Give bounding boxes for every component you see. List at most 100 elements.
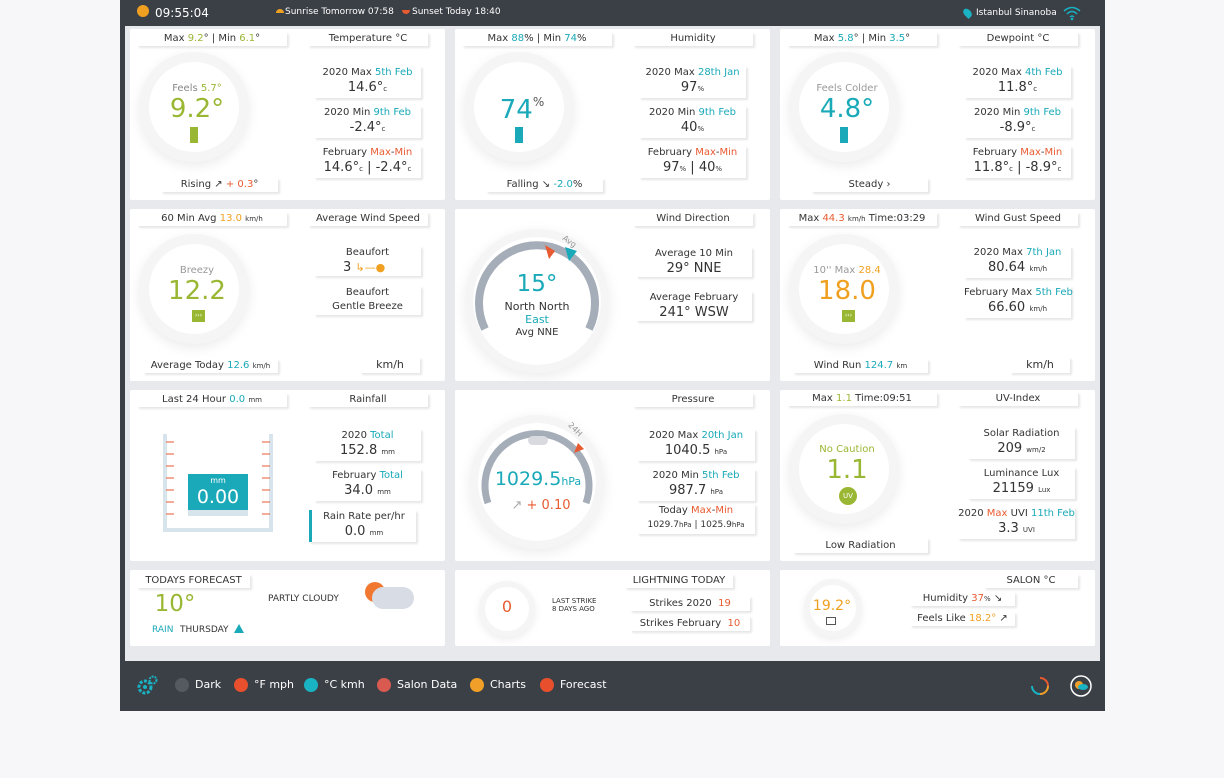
dew-maxmin: Max 5.8° | Min 3.5° bbox=[787, 32, 937, 46]
hum-title: Humidity bbox=[633, 32, 753, 46]
dew-year-min: 2020 Min 9th Feb -8.9°c bbox=[964, 106, 1071, 138]
salon-data-button[interactable]: Salon Data bbox=[377, 677, 457, 693]
uv-title: UV-Index bbox=[958, 392, 1078, 406]
compass-ring-icon bbox=[475, 241, 599, 331]
clock-time: 09:55:04 bbox=[155, 6, 209, 20]
sunset-text: Sunset Today 18:40 bbox=[412, 7, 501, 17]
rain-gauge-scale bbox=[166, 441, 270, 515]
forecast-panel: TODAYS FORECAST 10° PARTLY CLOUDY RAIN T… bbox=[130, 570, 445, 646]
top-bar: 09:55:04 Sunrise Tomorrow 07:58 Sunset T… bbox=[120, 0, 1105, 26]
salon-gauge bbox=[810, 585, 856, 631]
humidity-panel: Max 88% | Min 74% Humidity 74% Falling ↘… bbox=[455, 29, 770, 200]
temp-year-max: 2020 Max 5th Feb 14.6°c bbox=[314, 66, 421, 98]
units-f-mph-button[interactable]: °F mph bbox=[234, 677, 294, 693]
cloud-icon bbox=[372, 587, 414, 609]
salon-feels: Feels Like 18.2° ↗ bbox=[910, 612, 1015, 626]
pressure-trend: ↗ + 0.10 bbox=[511, 498, 571, 513]
units-c-kmh-button[interactable]: °C kmh bbox=[304, 677, 365, 693]
wind-dir-avg: Avg NNE bbox=[515, 327, 559, 338]
wind-speed-badge-icon: ››› bbox=[192, 310, 205, 322]
sunrise-text: Sunrise Tomorrow 07:58 bbox=[285, 7, 394, 17]
salon-panel: SALON °C 19.2° Humidity 37% ↘ Feels Like… bbox=[780, 570, 1095, 646]
wind-speed-panel: 60 Min Avg 13.0 km/h Average Wind Speed … bbox=[130, 209, 445, 381]
uv-year-max: 2020 Max UVI 11th Feb 3.3 UVI bbox=[958, 507, 1075, 539]
wind-dir-degrees: 15° bbox=[516, 271, 558, 297]
pressure-title: Pressure bbox=[633, 393, 753, 407]
bottom-bar: Dark °F mph °C kmh Salon Data Charts For… bbox=[120, 661, 1105, 711]
lightning-last-1: LAST STRIKE bbox=[552, 597, 597, 605]
dew-year-max: 2020 Max 4th Feb 11.8°c bbox=[964, 66, 1071, 98]
hum-year-min: 2020 Min 9th Feb 40% bbox=[639, 106, 746, 138]
lightning-last-2: 8 DAYS AGO bbox=[552, 605, 595, 613]
gust-value: 18.0 bbox=[818, 276, 876, 306]
rain-gauge-unit: mm bbox=[210, 476, 226, 485]
gust-year: 2020 Max 7th Jan 80.64 km/h bbox=[964, 246, 1071, 278]
clock-icon bbox=[137, 5, 149, 17]
salon-humidity: Humidity 37% ↘ bbox=[910, 592, 1015, 606]
forecast-day: THURSDAY bbox=[180, 625, 229, 635]
wind-today: Average Today 12.6 km/h bbox=[143, 359, 278, 373]
gust-title: Wind Gust Speed bbox=[958, 212, 1078, 226]
uv-solar: Solar Radiation 209 wm/2 bbox=[968, 427, 1075, 459]
rainfall-panel: Last 24 Hour 0.0 mm Rainfall mm 0.00 202… bbox=[130, 390, 445, 561]
weather-logo-icon[interactable] bbox=[1070, 675, 1092, 697]
wind-dir-name-1: North North bbox=[504, 300, 570, 313]
lightning-count: 0 bbox=[501, 597, 513, 616]
forecast-button[interactable]: Forecast bbox=[540, 677, 607, 693]
pressure-today: Today Max-Min 1029.7hPa | 1025.9hPa bbox=[637, 504, 755, 534]
rain-gauge-value: 0.00 bbox=[196, 486, 240, 508]
theme-dark-button[interactable]: Dark bbox=[175, 677, 221, 693]
home-icon bbox=[826, 617, 836, 625]
settings-gear-icon[interactable] bbox=[137, 675, 159, 695]
hum-month: February Max-Min 97% | 40% bbox=[639, 146, 746, 178]
uv-low: Low Radiation bbox=[793, 538, 928, 553]
lightning-panel: LIGHTNING TODAY 0 LAST STRIKE 8 DAYS AGO… bbox=[455, 570, 770, 646]
rain-year: 2020 Total 152.8 mm bbox=[314, 429, 421, 461]
dewpoint-panel: Max 5.8° | Min 3.5° Dewpoint °C Feels Co… bbox=[780, 29, 1095, 200]
location-text[interactable]: Istanbul Sinanoba bbox=[976, 8, 1057, 18]
rain-title: Rainfall bbox=[308, 393, 428, 407]
celsius-dot-icon bbox=[304, 678, 318, 692]
wind-desc: Breezy bbox=[179, 265, 215, 276]
wind-gust-panel: Max 44.3 km/h Time:03:29 Wind Gust Speed… bbox=[780, 209, 1095, 381]
dew-month: February Max-Min 11.8°c | -8.9°c bbox=[964, 146, 1071, 178]
uv-badge: UV bbox=[839, 487, 857, 505]
lightning-title: LIGHTNING TODAY bbox=[625, 574, 733, 588]
temperature-panel: Max 9.2° | Min 6.1° Temperature °C Feels… bbox=[130, 29, 445, 200]
temp-feels: Feels 5.7° bbox=[172, 83, 222, 94]
location-pin-icon bbox=[961, 6, 974, 20]
wind-unit: km/h bbox=[360, 357, 420, 373]
forecast-rain: RAIN bbox=[152, 625, 174, 635]
charts-button[interactable]: Charts bbox=[470, 677, 526, 693]
cloud-icon bbox=[528, 436, 548, 445]
beaufort-desc: Beaufort Gentle Breeze bbox=[314, 286, 421, 315]
pressure-value: 1029.5hPa bbox=[494, 468, 582, 490]
gust-month: February Max 5th Feb 66.60 km/h bbox=[964, 286, 1073, 318]
temp-maxmin: Max 9.2° | Min 6.1° bbox=[137, 32, 287, 46]
gust-badge-icon: ››› bbox=[842, 310, 855, 322]
fahrenheit-dot-icon bbox=[234, 678, 248, 692]
pressure-ring-icon bbox=[481, 430, 593, 505]
refresh-icon[interactable] bbox=[1029, 676, 1051, 696]
wind-avg60: 60 Min Avg 13.0 km/h bbox=[137, 212, 287, 226]
uv-caution: No Caution bbox=[819, 444, 875, 455]
rain-last24: Last 24 Hour 0.0 mm bbox=[137, 393, 287, 407]
uv-value: 1.1 bbox=[826, 455, 868, 485]
hum-trend: Falling ↘ -2.0% bbox=[486, 178, 603, 192]
wind-speed-value: 12.2 bbox=[168, 276, 226, 306]
temp-year-min: 2020 Min 9th Feb -2.4°c bbox=[314, 106, 421, 138]
wind-speed-title: Average Wind Speed bbox=[308, 212, 428, 226]
forecast-title: TODAYS FORECAST bbox=[137, 574, 250, 588]
beaufort-number: Beaufort 3 ↳—● bbox=[314, 246, 421, 276]
uv-max: Max 1.1 Time:09:51 bbox=[787, 392, 937, 406]
warning-icon bbox=[234, 624, 244, 633]
person-icon bbox=[840, 127, 848, 143]
charts-dot-icon bbox=[470, 678, 484, 692]
salon-title: SALON °C bbox=[984, 574, 1078, 588]
gust-10-max: 10'' Max 28.4 bbox=[813, 265, 881, 276]
dew-value: 4.8° bbox=[819, 94, 875, 124]
pressure-year-max: 2020 Max 20th Jan 1040.5 hPa bbox=[637, 429, 755, 461]
forecast-condition: PARTLY CLOUDY bbox=[268, 594, 339, 604]
hum-value: 74% bbox=[499, 95, 545, 125]
dew-feels: Feels Colder bbox=[816, 83, 878, 94]
